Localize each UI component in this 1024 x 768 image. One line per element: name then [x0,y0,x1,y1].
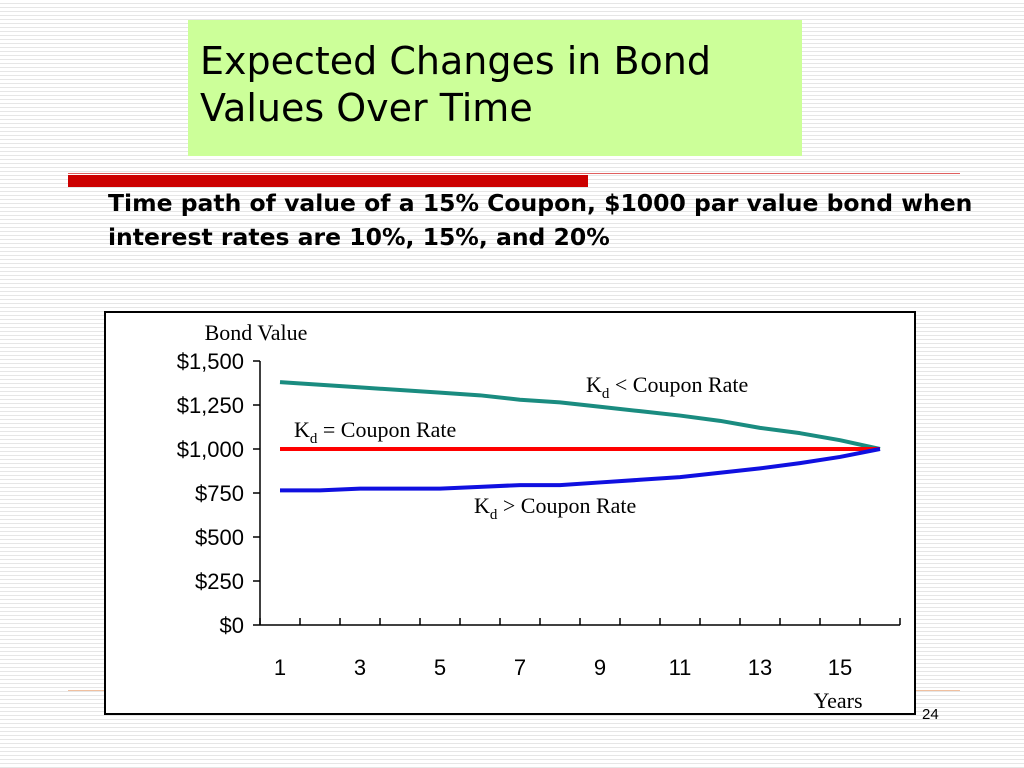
title-rule-red [68,175,588,187]
x-tick-label: 7 [514,655,526,680]
y-tick-label: $1,000 [177,437,244,462]
y-tick-label: $0 [220,613,244,638]
x-axis-label: Years [813,688,862,713]
series-line-kd-less [279,380,881,451]
bond-value-chart: Bond Value Years $0 $250 $500 $750 $1,000 $1,… [177,320,901,713]
slide-subtitle: Time path of value of a 15% Coupon, $100… [108,189,973,251]
annotation-kd-greater: Kd > Coupon Rate [474,493,636,523]
title-box: Expected Changes in Bond Values Over Tim… [188,20,802,156]
series-line-kd-greater [280,447,881,493]
x-tick-label: 15 [828,655,852,680]
y-tick-label: $250 [195,569,244,594]
chart-frame: Bond Value Years $0 $250 $500 $750 $1,000 $1,… [104,311,916,715]
x-tick-label: 3 [354,655,366,680]
y-tick-label: $500 [195,525,244,550]
y-tick-label: $1,250 [177,393,244,418]
slide-title: Expected Changes in Bond Values Over Tim… [200,39,711,130]
annotation-kd-equal: Kd = Coupon Rate [294,417,456,447]
x-tick-label: 1 [274,655,286,680]
title-rule-thin [68,173,960,174]
x-tick-label: 13 [748,655,772,680]
x-tick-label: 11 [669,655,692,680]
y-tick-label: $1,500 [177,349,244,374]
x-tick-label: 9 [594,655,606,680]
y-axis-label: Bond Value [205,320,308,345]
annotation-kd-less: Kd < Coupon Rate [586,372,748,402]
y-tick-label: $750 [195,481,244,506]
page-number: 24 [922,706,939,723]
x-tick-label: 5 [434,655,446,680]
